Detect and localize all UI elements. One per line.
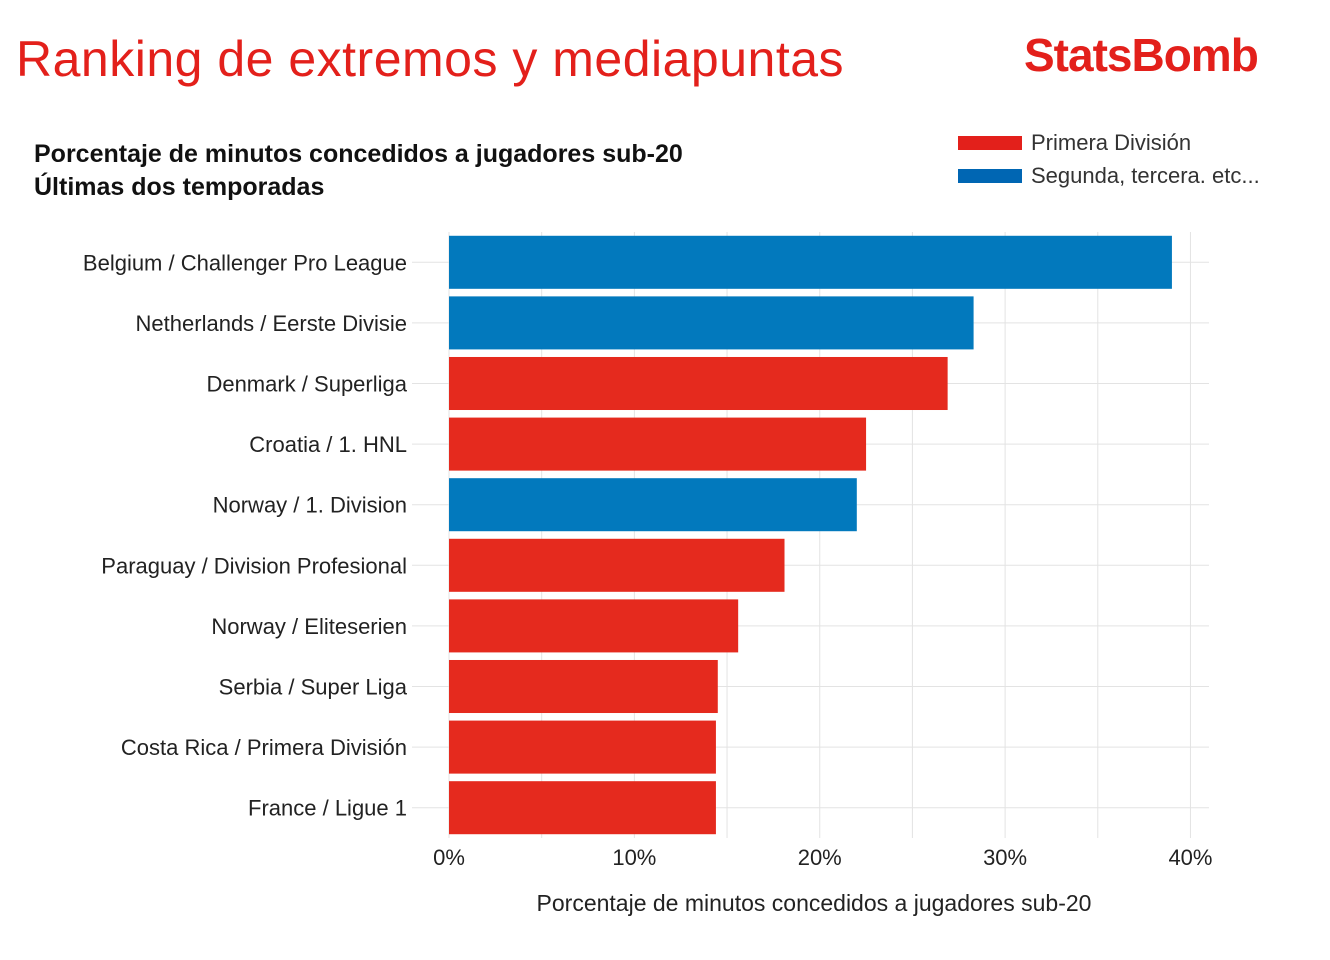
legend-swatch-primera xyxy=(958,135,1022,150)
legend: Primera División Segunda, tercera. etc..… xyxy=(958,126,1260,192)
category-label: Norway / 1. Division xyxy=(213,493,407,518)
x-tick-labels: 0% 10% 20% 30% 40% xyxy=(433,845,1212,870)
bar xyxy=(449,599,739,653)
x-tick-label: 0% xyxy=(433,845,465,870)
x-axis-label: Porcentaje de minutos concedidos a jugad… xyxy=(537,890,1092,916)
category-label: France / Ligue 1 xyxy=(248,796,407,821)
category-label: Belgium / Challenger Pro League xyxy=(83,250,407,275)
category-label: Denmark / Superliga xyxy=(206,372,407,397)
x-tick-label: 30% xyxy=(983,845,1027,870)
x-tick-label: 20% xyxy=(798,845,842,870)
chart-subtitle: Porcentaje de minutos concedidos a jugad… xyxy=(34,138,683,204)
bars xyxy=(449,235,1172,835)
category-label: Norway / Eliteserien xyxy=(211,614,407,639)
bar xyxy=(449,356,948,411)
legend-label-segunda: Segunda, tercera. etc... xyxy=(1031,162,1260,188)
chart-title: Ranking de extremos y mediapuntas xyxy=(16,31,845,87)
bar xyxy=(449,478,857,532)
category-label: Croatia / 1. HNL xyxy=(249,432,407,457)
category-labels: Belgium / Challenger Pro League Netherlan… xyxy=(83,250,408,820)
category-label: Netherlands / Eerste Divisie xyxy=(136,311,407,336)
bar xyxy=(449,659,718,714)
legend-item-segunda: Segunda, tercera. etc... xyxy=(958,159,1260,192)
x-tick-label: 40% xyxy=(1168,845,1212,870)
subtitle-line-1: Porcentaje de minutos concedidos a jugad… xyxy=(34,140,683,168)
legend-swatch-segunda xyxy=(958,168,1022,183)
statsbomb-logo: StatsBomb xyxy=(1024,29,1259,81)
category-label: Serbia / Super Liga xyxy=(219,675,408,700)
category-label: Costa Rica / Primera División xyxy=(121,735,407,760)
bar xyxy=(449,296,974,350)
bar xyxy=(449,720,716,774)
bar xyxy=(449,781,716,835)
category-label: Paraguay / Division Profesional xyxy=(101,553,407,578)
bar xyxy=(449,235,1172,289)
legend-label-primera: Primera División xyxy=(1031,129,1192,155)
subtitle-line-2: Últimas dos temporadas xyxy=(34,173,325,201)
bar xyxy=(449,538,785,592)
x-tick-label: 10% xyxy=(612,845,656,870)
legend-item-primera: Primera División xyxy=(958,126,1260,159)
bar xyxy=(449,417,867,471)
